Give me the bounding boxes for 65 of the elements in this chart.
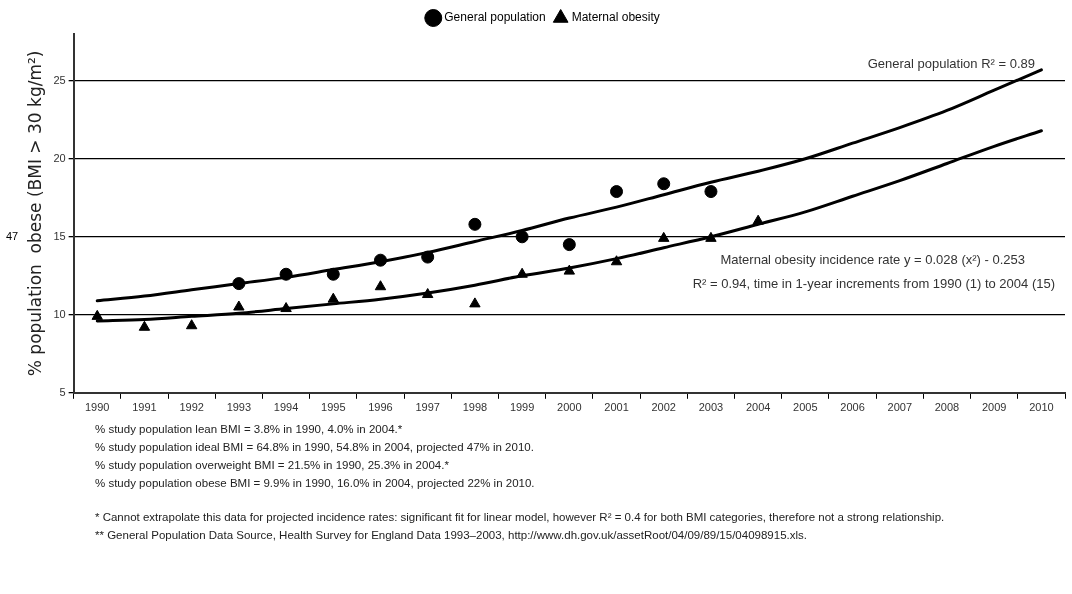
x-tick-label: 2008 — [934, 401, 960, 414]
y-tick-label: 25 — [53, 73, 66, 86]
text: % study population lean BMI = 3.8% in 1990, 4.0% in 2004.* — [95, 422, 404, 437]
x-tick-label: 2003 — [698, 401, 724, 414]
x-tick-label: 1995 — [321, 401, 346, 414]
point — [327, 292, 339, 303]
point — [610, 255, 623, 266]
y-tick-label: 15 — [53, 229, 66, 242]
point — [563, 264, 576, 275]
x-tick-label: 2002 — [651, 401, 676, 414]
x-tick-label: 1990 — [85, 401, 110, 414]
point — [233, 300, 245, 311]
point — [373, 253, 387, 267]
legend-label: General population — [444, 10, 546, 25]
point — [91, 309, 103, 320]
point — [469, 297, 481, 308]
point — [610, 185, 624, 199]
text: * Cannot extrapolate this data for projected incidence rates: significant fit for linear model, however R² = 0.4 for both BMI categories, therefore not a strong relationship. — [95, 510, 946, 525]
text: % study population obese BMI = 9.9% in 1990, 16.0% in 2004, projected 22% in 2010. — [95, 476, 536, 491]
point — [185, 319, 198, 330]
legend-label: Maternal obesity — [571, 10, 660, 25]
point — [280, 302, 292, 313]
y-axis-title: % population obese (BMI > 30 kg/m²) — [24, 50, 45, 377]
y-tick-label: 5 — [59, 385, 66, 398]
point — [232, 277, 246, 291]
x-tick-label: 2001 — [604, 401, 629, 414]
y-tick-label: 20 — [53, 151, 66, 164]
point — [515, 230, 529, 244]
point — [138, 320, 151, 331]
x-tick-label: 1999 — [509, 401, 535, 414]
x-tick-label: 2005 — [793, 401, 818, 414]
annotation: R² = 0.94, time in 1-year increments from 1990 (1) to 2004 (15) — [692, 276, 1055, 292]
text: % study population overweight BMI = 21.5% in 1990, 25.3% in 2004.* — [95, 458, 450, 473]
text: % study population ideal BMI = 64.8% in 1990, 54.8% in 2004, projected 47% in 2010. — [95, 440, 535, 455]
x-tick-label: 1997 — [415, 401, 440, 414]
x-tick-label: 1992 — [179, 401, 204, 414]
point — [279, 267, 293, 281]
point — [421, 250, 435, 264]
point — [516, 267, 528, 278]
point — [374, 280, 387, 291]
x-tick-label: 1998 — [462, 401, 488, 414]
x-tick-label: 2007 — [887, 401, 913, 414]
point — [326, 267, 340, 281]
x-tick-label: 2004 — [745, 401, 771, 414]
x-tick-label: 2009 — [981, 401, 1007, 414]
y-tick-label: 10 — [53, 307, 66, 320]
x-tick-label: 2000 — [557, 401, 582, 414]
point — [657, 177, 671, 191]
x-tick-label: 1996 — [368, 401, 393, 414]
text: ** General Population Data Source, Health Survey for England Data 1993–2003, http://www.dh.gov.uk/assetRoot/04/09/89/15/04098915.xls. — [95, 528, 808, 543]
x-tick-label: 2006 — [840, 401, 865, 414]
point — [705, 231, 717, 242]
point — [704, 185, 718, 199]
x-tick-label: 1994 — [273, 401, 299, 414]
point — [562, 238, 576, 252]
x-tick-label: 2010 — [1029, 401, 1054, 414]
point — [468, 217, 482, 231]
point — [752, 214, 764, 225]
x-tick-label: 1993 — [226, 401, 252, 414]
point — [422, 288, 434, 299]
text: 47 — [6, 229, 19, 242]
annotation: Maternal obesity incidence rate y = 0.028 (x²) - 0.253 — [720, 252, 1025, 268]
point — [658, 231, 670, 242]
x-tick-label: 1991 — [132, 401, 157, 414]
annotation: General population R² = 0.89 — [867, 55, 1035, 71]
